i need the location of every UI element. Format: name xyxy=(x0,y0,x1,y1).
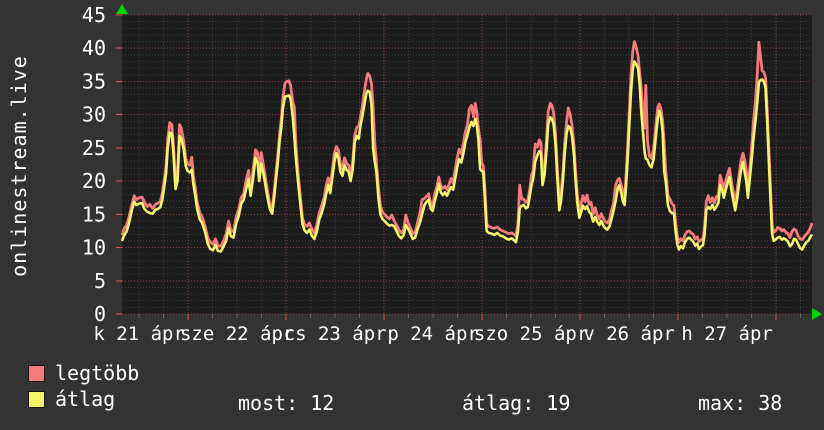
grid-major-lines xyxy=(122,14,812,315)
svg-text:30: 30 xyxy=(82,103,106,127)
y-axis-labels: 0 5 10 15 20 25 30 35 40 45 xyxy=(82,3,106,326)
svg-text:10: 10 xyxy=(82,236,106,260)
legend-item-legtobb: legtöbb xyxy=(28,361,139,385)
svg-text:v 26 ápr: v 26 ápr xyxy=(583,323,675,345)
svg-text:sze 22 ápr: sze 22 ápr xyxy=(180,323,294,345)
svg-text:15: 15 xyxy=(82,202,106,226)
svg-text:35: 35 xyxy=(82,69,106,93)
svg-text:p 24 ápr: p 24 ápr xyxy=(387,323,479,345)
svg-text:40: 40 xyxy=(82,36,106,60)
plot-background xyxy=(122,15,812,314)
atlag-label: átlag xyxy=(55,387,116,411)
svg-text:0: 0 xyxy=(94,302,106,326)
atlag-color-swatch xyxy=(28,390,45,408)
stat-atlag-average: átlag: 19 xyxy=(462,391,571,415)
stat-most-current: most: 12 xyxy=(238,391,335,415)
svg-text:szo 25 ápr: szo 25 ápr xyxy=(474,323,588,345)
svg-text:cs 23 ápr: cs 23 ápr xyxy=(284,323,387,345)
stat-max: max: 38 xyxy=(698,391,783,415)
svg-text:5: 5 xyxy=(94,269,106,293)
svg-text:k 21 ápr: k 21 ápr xyxy=(93,323,185,345)
svg-text:45: 45 xyxy=(82,3,106,27)
svg-text:20: 20 xyxy=(82,169,106,193)
grid-minor-lines xyxy=(122,15,812,314)
legtobb-label: legtöbb xyxy=(55,361,140,385)
axis-ticks xyxy=(116,14,802,320)
x-axis-arrow-icon xyxy=(812,308,822,320)
series-atlag-avg-line xyxy=(120,60,814,253)
svg-text:h 27 ápr: h 27 ápr xyxy=(681,323,773,345)
y-axis-arrow-icon xyxy=(116,4,128,14)
legtobb-color-swatch xyxy=(28,364,45,382)
legend-item-atlag: átlag xyxy=(28,387,115,411)
svg-text:25: 25 xyxy=(82,136,106,160)
